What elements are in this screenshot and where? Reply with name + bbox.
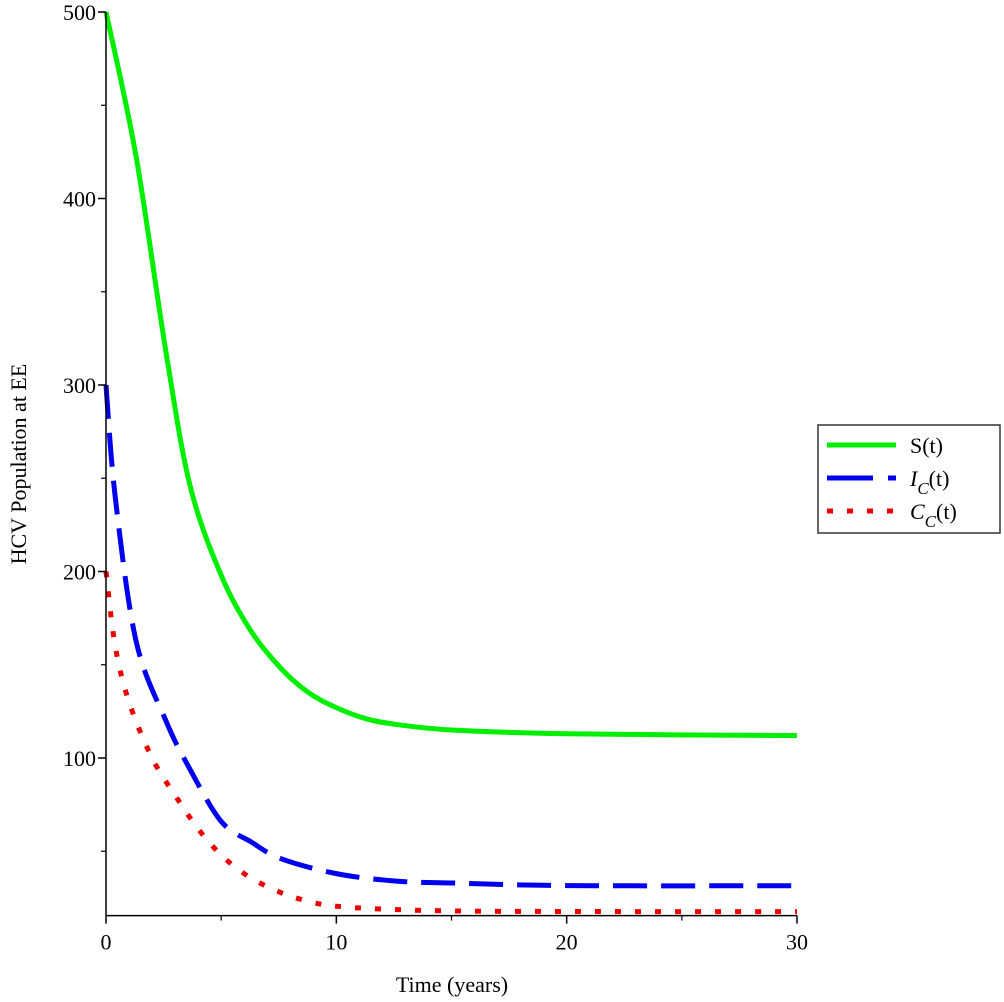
x-axis-label: Time (years) xyxy=(396,972,508,997)
legend-label: S(t) xyxy=(910,433,943,458)
x-tick-label: 30 xyxy=(786,930,808,955)
series-line-cc xyxy=(103,571,798,915)
legend-label: IC(t) xyxy=(909,466,949,498)
y-tick-label: 300 xyxy=(63,373,96,398)
series-line-s xyxy=(103,11,798,739)
y-tick-label: 400 xyxy=(63,187,96,212)
y-tick-label: 100 xyxy=(63,746,96,771)
legend: S(t) IC(t)CC(t) xyxy=(817,424,1001,534)
y-axis-label: HCV Population at EE xyxy=(6,364,31,565)
x-tick-label: 20 xyxy=(556,930,578,955)
x-tick-label: 0 xyxy=(101,930,112,955)
legend-label: CC(t) xyxy=(910,499,957,531)
x-tick-label: 10 xyxy=(325,930,347,955)
y-tick-label: 200 xyxy=(63,560,96,585)
series-line-ic xyxy=(103,384,798,889)
y-tick-label: 500 xyxy=(63,0,96,25)
